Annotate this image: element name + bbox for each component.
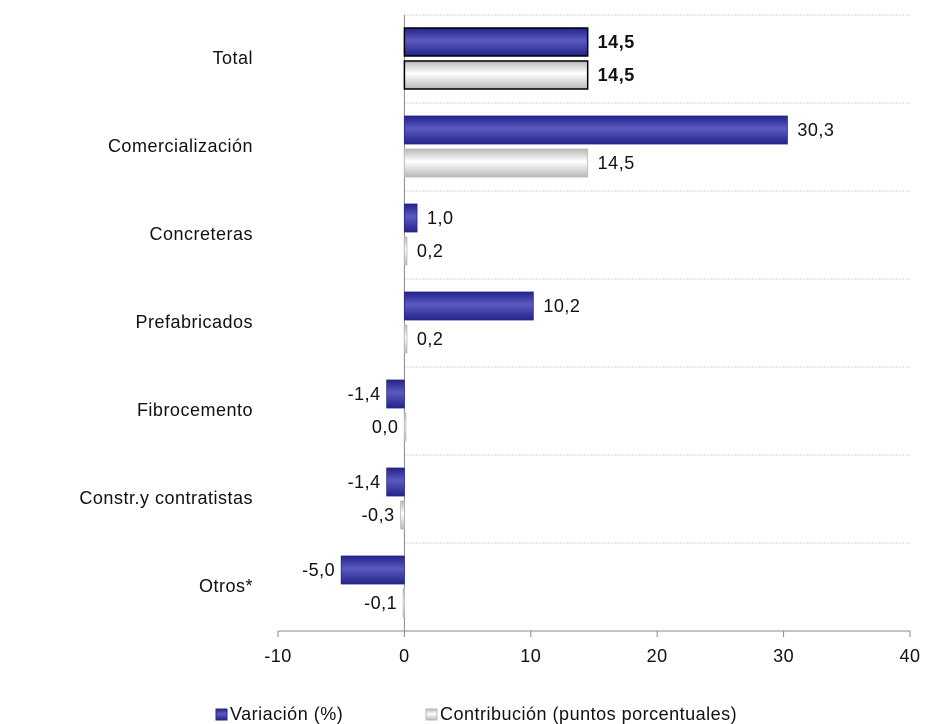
- value-label: 0,0: [372, 417, 399, 437]
- category-label: Total: [212, 48, 253, 68]
- category-label: Comercialización: [108, 136, 253, 156]
- bar: [403, 60, 589, 90]
- category-label: Fibrocemento: [137, 400, 253, 420]
- value-label: -0,1: [364, 593, 397, 613]
- x-tick-label: 0: [399, 646, 410, 666]
- bar: [403, 27, 589, 57]
- value-label: 1,0: [427, 208, 454, 228]
- bar: [403, 148, 589, 178]
- bar: [386, 467, 405, 497]
- value-label: 14,5: [598, 65, 635, 85]
- value-label: -1,4: [348, 472, 381, 492]
- bar: [402, 588, 406, 618]
- value-label: 14,5: [598, 32, 635, 52]
- legend-marker: [425, 708, 438, 721]
- bar: [403, 324, 408, 354]
- x-tick-label: 10: [520, 646, 541, 666]
- category-label: Otros*: [199, 576, 253, 596]
- value-label: 0,2: [417, 241, 444, 261]
- value-label: -0,3: [362, 505, 395, 525]
- value-label: -1,4: [348, 384, 381, 404]
- value-label: 30,3: [797, 120, 834, 140]
- bar: [386, 379, 405, 409]
- bar: [403, 236, 408, 266]
- value-label: -5,0: [302, 560, 335, 580]
- category-label: Prefabricados: [135, 312, 253, 332]
- bar: [400, 500, 405, 530]
- x-tick-label: -10: [264, 646, 292, 666]
- category-label: Concreteras: [149, 224, 253, 244]
- bar: [403, 203, 418, 233]
- bar: [403, 412, 407, 442]
- bar: [340, 555, 405, 585]
- value-label: 0,2: [417, 329, 444, 349]
- value-label: 10,2: [543, 296, 580, 316]
- category-label: Constr.y contratistas: [79, 488, 253, 508]
- x-tick-label: 20: [647, 646, 668, 666]
- bar: [403, 115, 788, 145]
- x-tick-label: 30: [773, 646, 794, 666]
- legend-label: Contribución (puntos porcentuales): [440, 704, 737, 724]
- bar: [403, 291, 534, 321]
- x-tick-label: 40: [899, 646, 920, 666]
- legend-marker: [215, 708, 228, 721]
- legend-label: Variación (%): [230, 704, 343, 724]
- value-label: 14,5: [598, 153, 635, 173]
